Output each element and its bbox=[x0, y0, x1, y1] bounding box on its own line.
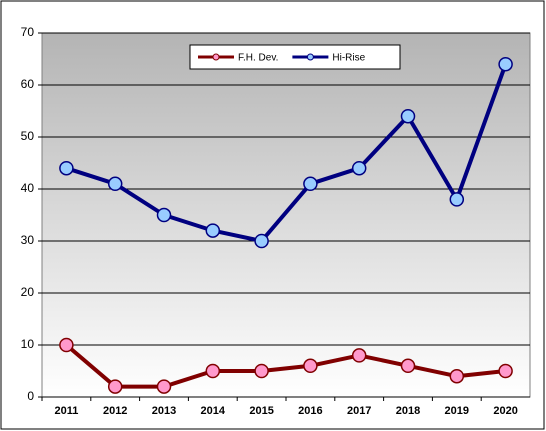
point bbox=[59, 160, 74, 176]
x-tick-label: 2017 bbox=[347, 405, 371, 417]
x-tick-label: 2019 bbox=[445, 405, 469, 417]
y-tick-label: 20 bbox=[21, 285, 35, 299]
point bbox=[498, 363, 513, 379]
y-tick-label: 10 bbox=[21, 337, 35, 351]
point bbox=[400, 108, 416, 124]
x-tick-label: 2015 bbox=[249, 405, 273, 417]
point bbox=[449, 368, 465, 384]
x-tick-label: 2020 bbox=[493, 405, 517, 417]
point bbox=[156, 207, 172, 223]
legend-marker bbox=[306, 53, 314, 61]
y-tick-label: 0 bbox=[27, 389, 34, 403]
point bbox=[156, 379, 172, 394]
x-tick-label: 2013 bbox=[152, 405, 176, 417]
legend-label: Hi-Rise bbox=[332, 53, 365, 64]
x-tick-label: 2011 bbox=[54, 405, 78, 417]
point bbox=[449, 192, 465, 207]
legend-label: F.H. Dev. bbox=[238, 53, 278, 64]
y-tick-label: 40 bbox=[21, 181, 35, 195]
x-tick-label: 2018 bbox=[396, 405, 420, 417]
series-line bbox=[65, 63, 508, 243]
point bbox=[59, 337, 74, 353]
point bbox=[303, 176, 318, 192]
y-tick-label: 60 bbox=[21, 77, 35, 91]
y-tick-label: 70 bbox=[21, 25, 35, 39]
point bbox=[400, 358, 416, 374]
point bbox=[254, 233, 269, 249]
point bbox=[107, 379, 123, 394]
y-tick-label: 50 bbox=[21, 129, 35, 143]
point bbox=[254, 363, 269, 379]
point bbox=[351, 348, 367, 363]
point bbox=[303, 358, 318, 374]
point bbox=[205, 223, 221, 238]
series-line bbox=[65, 343, 506, 389]
legend-marker bbox=[212, 53, 220, 61]
point bbox=[498, 56, 513, 72]
x-tick-label: 2012 bbox=[103, 405, 127, 417]
point bbox=[205, 363, 221, 379]
x-tick-label: 2016 bbox=[298, 405, 322, 417]
y-tick-label: 30 bbox=[21, 233, 35, 247]
point bbox=[107, 176, 123, 192]
point bbox=[351, 160, 367, 176]
x-tick-label: 2014 bbox=[201, 405, 226, 417]
